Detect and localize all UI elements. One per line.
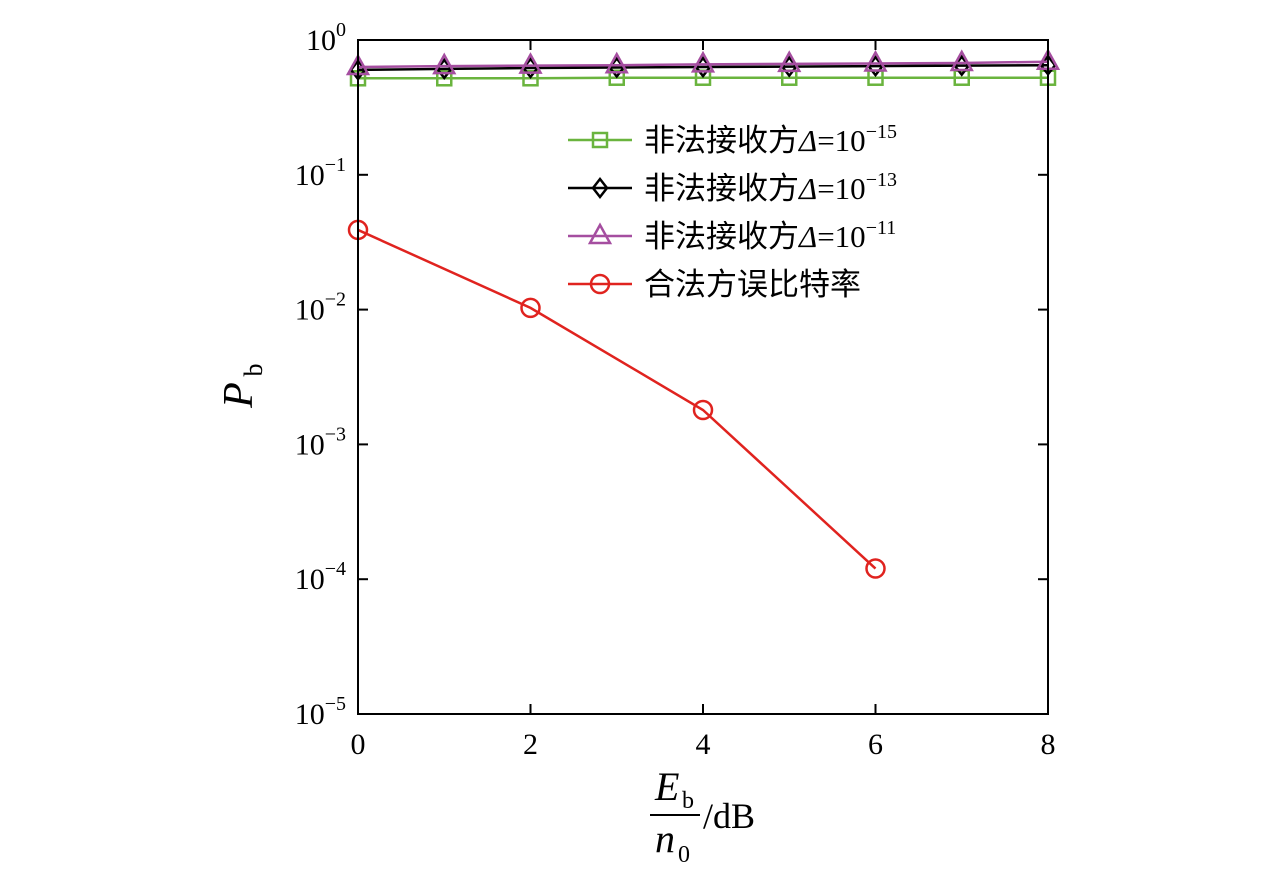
y-axis-title: P b — [216, 364, 268, 409]
data-point-diamond — [591, 176, 609, 200]
y-tick-label: 10−2 — [295, 289, 346, 327]
data-point-square — [522, 70, 539, 87]
x-axis-title-denominator: n — [655, 816, 675, 861]
data-point-triangle — [863, 49, 888, 72]
data-point-triangle — [432, 52, 457, 75]
data-point-circle — [865, 558, 886, 579]
x-axis-title-unit: /dB — [703, 796, 755, 836]
legend-label: 非法接收方Δ=10−15 — [644, 121, 897, 159]
x-axis-title-numerator: E — [654, 764, 679, 809]
x-axis-title: E b n 0 /dB — [650, 764, 755, 868]
data-point-triangle — [949, 49, 974, 72]
x-axis-title-denominator-sub: 0 — [678, 842, 690, 868]
data-point-square — [436, 70, 453, 87]
series-line — [357, 60, 1049, 69]
legend-label: 非法接收方Δ=10−13 — [644, 169, 897, 207]
x-tick-label: 8 — [1041, 728, 1056, 761]
x-axis-title-numerator-sub: b — [682, 788, 694, 814]
y-tick-label: 10−4 — [295, 558, 346, 596]
data-point-triangle — [777, 50, 802, 73]
legend-label: 非法接收方Δ=10−11 — [644, 217, 896, 255]
ticks-layer: 0 2 4 6 8 100 10−1 10−2 10−3 10−4 10−5 — [295, 19, 1056, 761]
x-tick-label: 2 — [523, 728, 538, 761]
legend-item: 非法接收方Δ=10−15 — [568, 121, 897, 159]
legend-item: 非法接收方Δ=10−13 — [568, 169, 897, 207]
y-axis-title-sub: b — [239, 364, 268, 377]
data-point-circle — [520, 297, 541, 319]
y-tick-label: 10−3 — [295, 423, 346, 461]
legend-label: 合法方误比特率 — [644, 267, 861, 303]
data-point-triangle — [690, 50, 716, 73]
series-line — [357, 228, 877, 570]
x-tick-label: 0 — [351, 728, 366, 761]
data-point-triangle — [518, 52, 543, 74]
y-tick-label: 100 — [306, 19, 346, 57]
x-tick-label: 6 — [868, 728, 883, 761]
series-triangle — [345, 48, 1061, 76]
data-point-circle — [692, 399, 714, 421]
series-line — [357, 63, 1049, 72]
data-point-square — [608, 69, 625, 86]
data-point-circle — [589, 273, 611, 295]
y-tick-label: 10−1 — [295, 154, 346, 192]
x-tick-label: 4 — [696, 728, 711, 761]
y-tick-label: 10−5 — [295, 693, 346, 731]
series-diamond — [349, 54, 1057, 81]
y-axis-title-main: P — [216, 382, 262, 409]
legend: 非法接收方Δ=10−15 非法接收方Δ=10−13 非法接收方Δ=10−11 合法方误… — [568, 121, 897, 303]
data-point-triangle — [604, 51, 629, 74]
legend-item: 合法方误比特率 — [568, 267, 861, 303]
legend-item: 非法接收方Δ=10−11 — [568, 217, 896, 255]
data-point-square — [591, 131, 609, 149]
data-point-triangle — [587, 222, 613, 245]
